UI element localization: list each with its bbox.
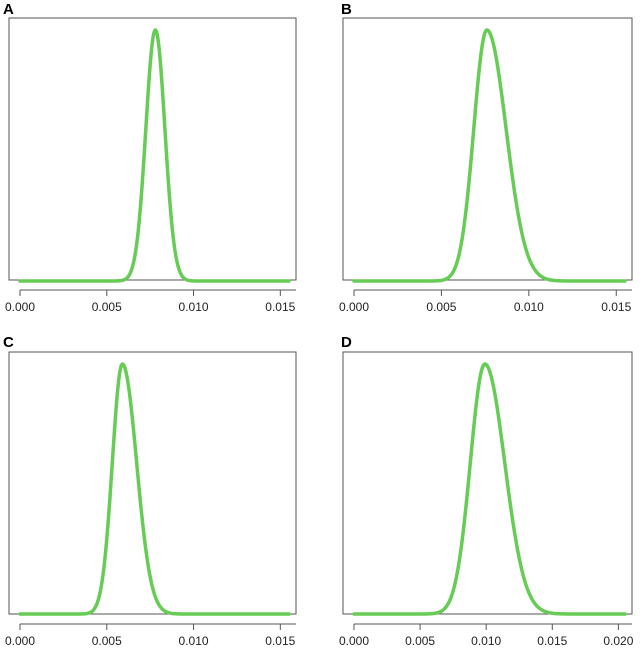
panel-c: C 0.000 0.005 0.010 0.015 xyxy=(0,327,322,654)
x-tick-label: 0.015 xyxy=(601,300,631,314)
plot-frame xyxy=(342,17,633,281)
x-tick-label: 0.000 xyxy=(339,300,369,314)
panel-d: D 0.000 0.005 0.010 0.015 0.020 xyxy=(322,327,644,654)
panel-label: A xyxy=(3,1,14,18)
panel-label: C xyxy=(3,334,14,351)
x-tick-label: 0.020 xyxy=(603,634,633,648)
density-curve xyxy=(352,28,627,283)
plot-frame xyxy=(342,351,633,615)
density-plot-a: A 0.000 0.005 0.010 0.015 xyxy=(3,1,297,314)
x-tick-label: 0.005 xyxy=(92,300,122,314)
x-tick-label: 0.000 xyxy=(339,634,369,648)
panel-label: B xyxy=(341,1,352,18)
x-tick-label: 0.005 xyxy=(92,634,122,648)
density-plot-d: D 0.000 0.005 0.010 0.015 0.020 xyxy=(339,334,634,648)
x-tick-label: 0.010 xyxy=(179,300,209,314)
density-curve xyxy=(18,362,291,616)
x-tick-label: 0.000 xyxy=(5,300,35,314)
x-tick-label: 0.010 xyxy=(471,634,501,648)
plot-frame xyxy=(8,17,297,281)
x-tick-label: 0.015 xyxy=(537,634,567,648)
x-tick-label: 0.005 xyxy=(405,634,435,648)
panel-b: B 0.000 0.005 0.010 0.015 xyxy=(322,0,644,327)
x-tick-label: 0.000 xyxy=(5,634,35,648)
x-tick-label: 0.005 xyxy=(426,300,456,314)
density-curve xyxy=(18,28,291,283)
panel-a: A 0.000 0.005 0.010 0.015 xyxy=(0,0,322,327)
x-tick-label: 0.015 xyxy=(265,634,295,648)
x-tick-label: 0.015 xyxy=(265,300,295,314)
density-curve xyxy=(352,362,627,616)
x-tick-label: 0.010 xyxy=(179,634,209,648)
x-tick-label: 0.010 xyxy=(514,300,544,314)
density-plot-c: C 0.000 0.005 0.010 0.015 xyxy=(3,334,297,648)
density-plot-b: B 0.000 0.005 0.010 0.015 xyxy=(339,1,633,314)
plot-frame xyxy=(8,351,297,615)
panel-label: D xyxy=(341,334,352,351)
